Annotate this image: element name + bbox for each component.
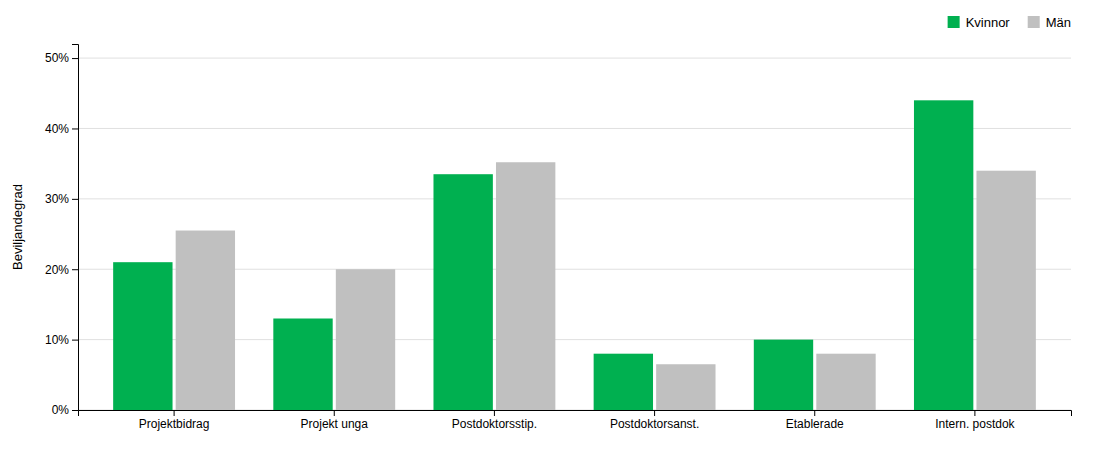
y-tick-mark xyxy=(72,410,78,411)
legend-swatch xyxy=(1028,16,1040,28)
x-axis-line xyxy=(79,411,1072,417)
bar xyxy=(113,262,172,410)
x-tick-label: Postdoktorsanst. xyxy=(610,417,699,431)
x-tick-label: Intern. postdok xyxy=(935,417,1015,431)
x-axis: Projektbidrag Projekt unga Postdoktorsstip… xyxy=(79,410,1072,431)
legend-label: Män xyxy=(1046,15,1071,30)
bar xyxy=(496,162,555,410)
y-tick-label: 0% xyxy=(52,403,70,417)
y-tick: 50% xyxy=(45,51,78,65)
x-tick-mark xyxy=(494,410,495,416)
grid-line xyxy=(78,58,1071,59)
x-tick: Postdoktorsanst. xyxy=(610,410,699,431)
x-tick-label: Projektbidrag xyxy=(139,417,210,431)
legend-item: Män xyxy=(1028,15,1071,30)
bar xyxy=(976,171,1035,410)
x-tick-mark xyxy=(814,410,815,416)
x-tick: Etablerade xyxy=(786,410,844,431)
y-tick-label: 40% xyxy=(45,122,69,136)
legend-label: Kvinnor xyxy=(966,15,1011,30)
bar xyxy=(914,100,973,410)
y-tick: 0% xyxy=(52,403,78,417)
legend: Kvinnor Män xyxy=(948,15,1071,30)
y-tick: 10% xyxy=(45,333,78,347)
bar xyxy=(754,340,813,410)
legend-item: Kvinnor xyxy=(948,15,1011,30)
y-tick-mark xyxy=(72,340,78,341)
y-axis-line xyxy=(72,45,79,411)
bar xyxy=(176,231,235,410)
bars xyxy=(113,100,1036,410)
y-axis-title: Beviljandegrad xyxy=(10,184,25,270)
bar-series xyxy=(113,100,973,410)
x-tick-mark xyxy=(974,410,975,416)
x-tick-label: Postdoktorsstip. xyxy=(452,417,537,431)
y-tick-mark xyxy=(72,199,78,200)
y-tick-label: 20% xyxy=(45,263,69,277)
bar xyxy=(594,354,653,410)
x-tick-label: Projekt unga xyxy=(301,417,369,431)
bar xyxy=(273,319,332,411)
y-tick-label: 50% xyxy=(45,51,69,65)
y-tick: 20% xyxy=(45,263,78,277)
bar xyxy=(433,174,492,410)
y-tick: 40% xyxy=(45,122,78,136)
y-tick: 30% xyxy=(45,192,78,206)
y-tick-label: 30% xyxy=(45,192,69,206)
y-tick-label: 10% xyxy=(45,333,69,347)
y-axis: 0% 10% 20% 30% 40% 50% xyxy=(45,45,79,418)
x-tick-mark xyxy=(654,410,655,416)
x-tick: Postdoktorsstip. xyxy=(452,410,537,431)
bar xyxy=(656,364,715,410)
bar xyxy=(336,269,395,410)
x-tick: Projektbidrag xyxy=(139,410,210,431)
y-tick-mark xyxy=(72,58,78,59)
x-tick: Projekt unga xyxy=(301,410,369,431)
chart: 0% 10% 20% 30% 40% 50% Projektbidrag Projekt un… xyxy=(0,0,1095,450)
x-tick-mark xyxy=(174,410,175,416)
bar-series xyxy=(176,162,1036,410)
bar xyxy=(816,354,875,410)
grid xyxy=(78,58,1071,410)
legend-swatch xyxy=(948,16,960,28)
x-tick: Intern. postdok xyxy=(935,410,1015,431)
y-tick-mark xyxy=(72,128,78,129)
y-tick-mark xyxy=(72,269,78,270)
plot: 0% 10% 20% 30% 40% 50% Projektbidrag Projekt un… xyxy=(45,45,1072,431)
x-tick-label: Etablerade xyxy=(786,417,844,431)
x-tick-mark xyxy=(334,410,335,416)
